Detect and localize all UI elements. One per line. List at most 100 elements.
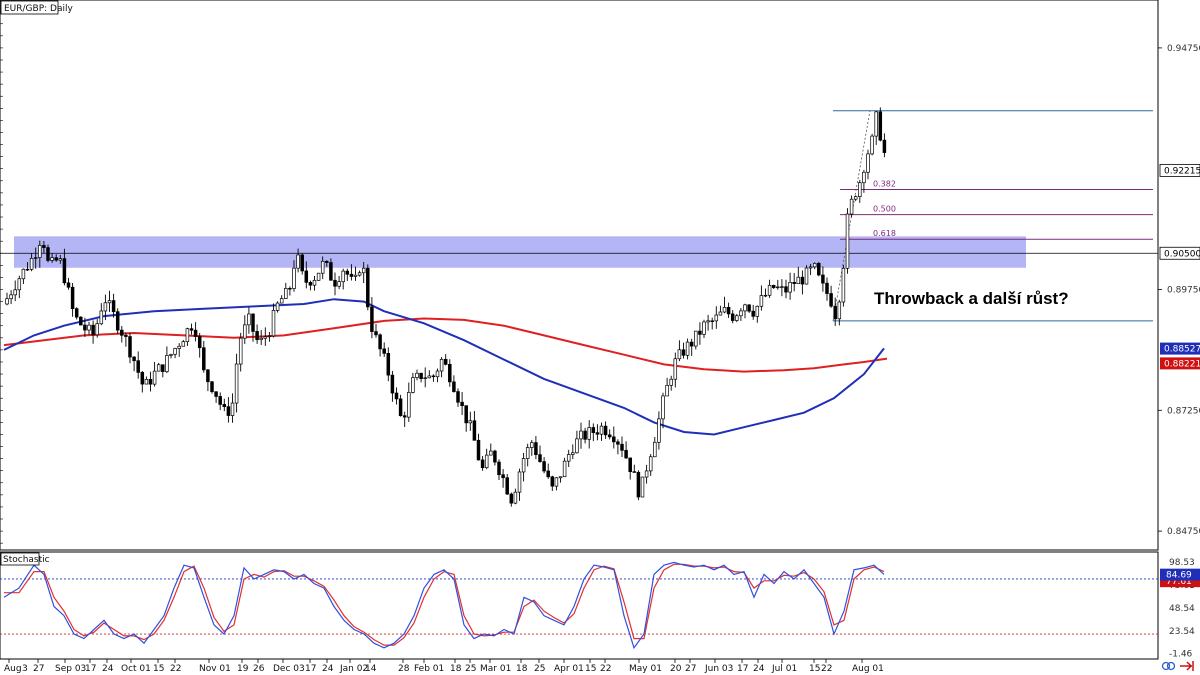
resistance-zone	[14, 236, 1026, 268]
candle	[771, 284, 776, 289]
candle	[800, 270, 805, 295]
candle	[5, 292, 9, 306]
candle	[448, 359, 452, 387]
sync-icon[interactable]	[1161, 661, 1176, 671]
x-tick-label: 14	[365, 664, 377, 674]
candle	[759, 285, 764, 311]
candle	[665, 377, 669, 397]
candle	[70, 282, 75, 317]
candle	[677, 340, 682, 362]
scroll-to-end-icon[interactable]	[1180, 661, 1194, 671]
candle	[452, 375, 456, 393]
candle	[620, 436, 624, 458]
candle	[591, 423, 596, 442]
x-tick-label: 22	[821, 664, 832, 674]
x-tick-label: 17	[305, 664, 316, 674]
candle	[636, 470, 641, 501]
x-tick-label: 22	[600, 664, 611, 674]
candle	[329, 258, 333, 281]
candle	[46, 244, 50, 263]
candle	[501, 469, 505, 488]
candle	[489, 443, 493, 456]
x-tick-label: May 01	[629, 664, 662, 674]
candle	[685, 338, 690, 360]
candle	[583, 427, 587, 444]
candle	[661, 392, 665, 429]
candle	[468, 411, 473, 431]
candle	[710, 317, 714, 330]
candle	[595, 424, 600, 441]
candle	[866, 149, 870, 180]
candle	[58, 254, 63, 264]
candle	[431, 374, 436, 382]
stoch-k-badge: 84.69	[1160, 568, 1200, 581]
candle	[776, 279, 780, 290]
x-tick-label: 15	[153, 664, 164, 674]
candle	[702, 319, 706, 339]
x-tick-label: 17	[737, 664, 748, 674]
candle	[214, 391, 218, 403]
candle	[411, 372, 415, 394]
fib-trend-line	[832, 110, 871, 321]
candle	[657, 411, 661, 450]
candle	[415, 369, 419, 381]
candle	[156, 362, 161, 372]
stoch-y-tick-label: 23.54	[1169, 627, 1195, 637]
candle	[858, 179, 862, 203]
candle	[325, 260, 329, 267]
candle	[698, 322, 702, 345]
stoch-y-tick-label: 48.54	[1169, 604, 1195, 614]
candle	[689, 338, 694, 356]
candle	[402, 411, 407, 427]
candle	[91, 320, 95, 344]
candle	[238, 332, 243, 372]
x-tick-label: 28	[398, 664, 410, 674]
candle	[460, 392, 464, 415]
candle	[296, 248, 300, 273]
candle	[833, 297, 837, 326]
candle	[140, 371, 145, 393]
candle	[128, 332, 132, 364]
x-tick-label: Mar 01	[480, 664, 511, 674]
candle	[103, 294, 108, 321]
candle	[509, 492, 514, 507]
candle	[571, 444, 575, 460]
ma-blue-badge-text: 0.88527	[1164, 345, 1200, 355]
candle	[407, 382, 411, 422]
candle	[366, 264, 370, 311]
candle	[530, 439, 534, 456]
candle	[829, 285, 833, 308]
x-tick-label: Aug	[4, 664, 22, 674]
candle	[62, 248, 67, 286]
ma-blue-line	[3, 298, 885, 436]
candle	[648, 454, 653, 476]
candle	[435, 368, 440, 383]
candle	[21, 268, 26, 285]
candle	[185, 327, 190, 346]
candle	[79, 316, 83, 326]
candle	[95, 319, 99, 338]
candle	[534, 436, 538, 460]
candle	[222, 398, 227, 412]
candle	[353, 266, 358, 281]
candle	[378, 333, 382, 357]
x-tick-label: Nov 01	[199, 664, 231, 674]
x-tick-label: 27	[33, 664, 44, 674]
candle	[202, 340, 206, 373]
candle	[361, 261, 366, 284]
candle	[386, 347, 391, 382]
candle	[612, 426, 616, 449]
candle	[624, 441, 628, 459]
x-tick-label: Dec 03	[273, 664, 305, 674]
candle	[862, 169, 866, 193]
x-tick-label: Jan 02	[339, 664, 368, 674]
candle	[722, 296, 727, 314]
candle	[542, 457, 546, 474]
main-plot-area	[0, 0, 1159, 551]
candle	[74, 307, 79, 320]
x-tick-label: Feb 01	[414, 664, 444, 674]
candle	[25, 262, 30, 272]
candle	[394, 387, 399, 405]
